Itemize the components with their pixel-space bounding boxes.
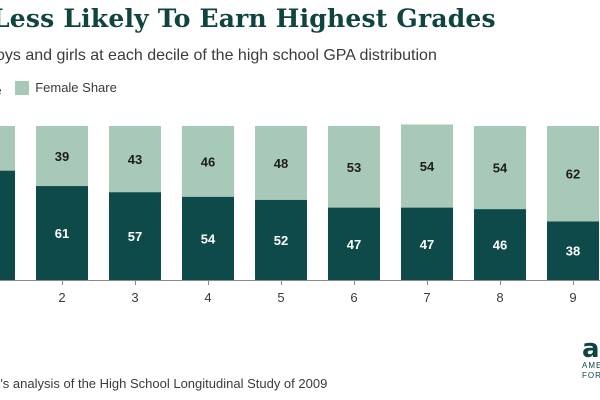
legend: re Female Share [0, 80, 127, 98]
x-tick-label-5: 5 [277, 290, 284, 305]
bar-female-3 [109, 126, 161, 193]
bar-male-9 [547, 221, 599, 280]
data-label-male-4: 54 [201, 231, 216, 246]
legend-swatch-female [15, 80, 30, 95]
data-label-female-8: 54 [493, 161, 508, 176]
bar-female-9 [547, 126, 599, 222]
data-label-female-6: 53 [347, 160, 361, 175]
x-tick-label-9: 9 [569, 290, 576, 305]
data-label-male-6: 47 [347, 237, 361, 252]
x-tick-label-8: 8 [496, 290, 503, 305]
bar-female-7 [401, 124, 453, 208]
data-label-female-7: 54 [420, 159, 435, 174]
bar-male-2 [36, 186, 88, 280]
data-label-male-5: 52 [274, 233, 288, 248]
data-label-female-4: 46 [201, 154, 215, 169]
bar-male-7 [401, 207, 453, 280]
bar-female-1 [0, 126, 15, 171]
bar-female-4 [182, 126, 234, 197]
bar-female-6 [328, 126, 380, 208]
data-label-female-9: 62 [566, 167, 580, 182]
legend-item-female: Female Share [15, 80, 117, 95]
legend-label-male: re [0, 83, 2, 98]
aei-logo: ai AMERI FOR [582, 334, 600, 387]
x-tick-label-7: 7 [423, 290, 430, 305]
data-label-male-9: 38 [566, 244, 580, 259]
bar-male-8 [474, 209, 526, 280]
bar-male-1 [0, 170, 15, 280]
chart-subtitle: oys and girls at each decile of the high… [0, 47, 437, 64]
data-label-male-8: 46 [493, 238, 507, 253]
legend-label-female: Female Share [35, 80, 117, 95]
chart-title: Less Likely To Earn Highest Grades [0, 4, 496, 33]
legend-item-male: re [0, 83, 2, 98]
data-label-male-3: 57 [128, 229, 142, 244]
bar-male-4 [182, 196, 234, 280]
data-label-female-3: 43 [128, 152, 142, 167]
data-label-male-2: 61 [55, 226, 69, 241]
x-tick-label-6: 6 [350, 290, 357, 305]
logo-line-2: FOR [582, 371, 600, 380]
bar-male-3 [109, 192, 161, 280]
logo-mark: ai [582, 334, 600, 364]
stacked-bar-chart: 2971139612435734654448525534765447754468… [0, 124, 600, 305]
bar-female-2 [36, 126, 88, 187]
logo-line-1: AMERI [582, 361, 600, 370]
data-label-female-5: 48 [274, 156, 288, 171]
data-label-male-7: 47 [420, 237, 434, 252]
x-tick-label-3: 3 [131, 290, 138, 305]
data-label-female-2: 39 [55, 149, 69, 164]
source-note: r's analysis of the High School Longitud… [0, 376, 328, 391]
bar-female-8 [474, 126, 526, 210]
bar-male-6 [328, 207, 380, 280]
x-tick-label-4: 4 [204, 290, 211, 305]
bar-male-5 [255, 199, 307, 280]
bar-female-5 [255, 126, 307, 200]
x-tick-label-2: 2 [58, 290, 65, 305]
